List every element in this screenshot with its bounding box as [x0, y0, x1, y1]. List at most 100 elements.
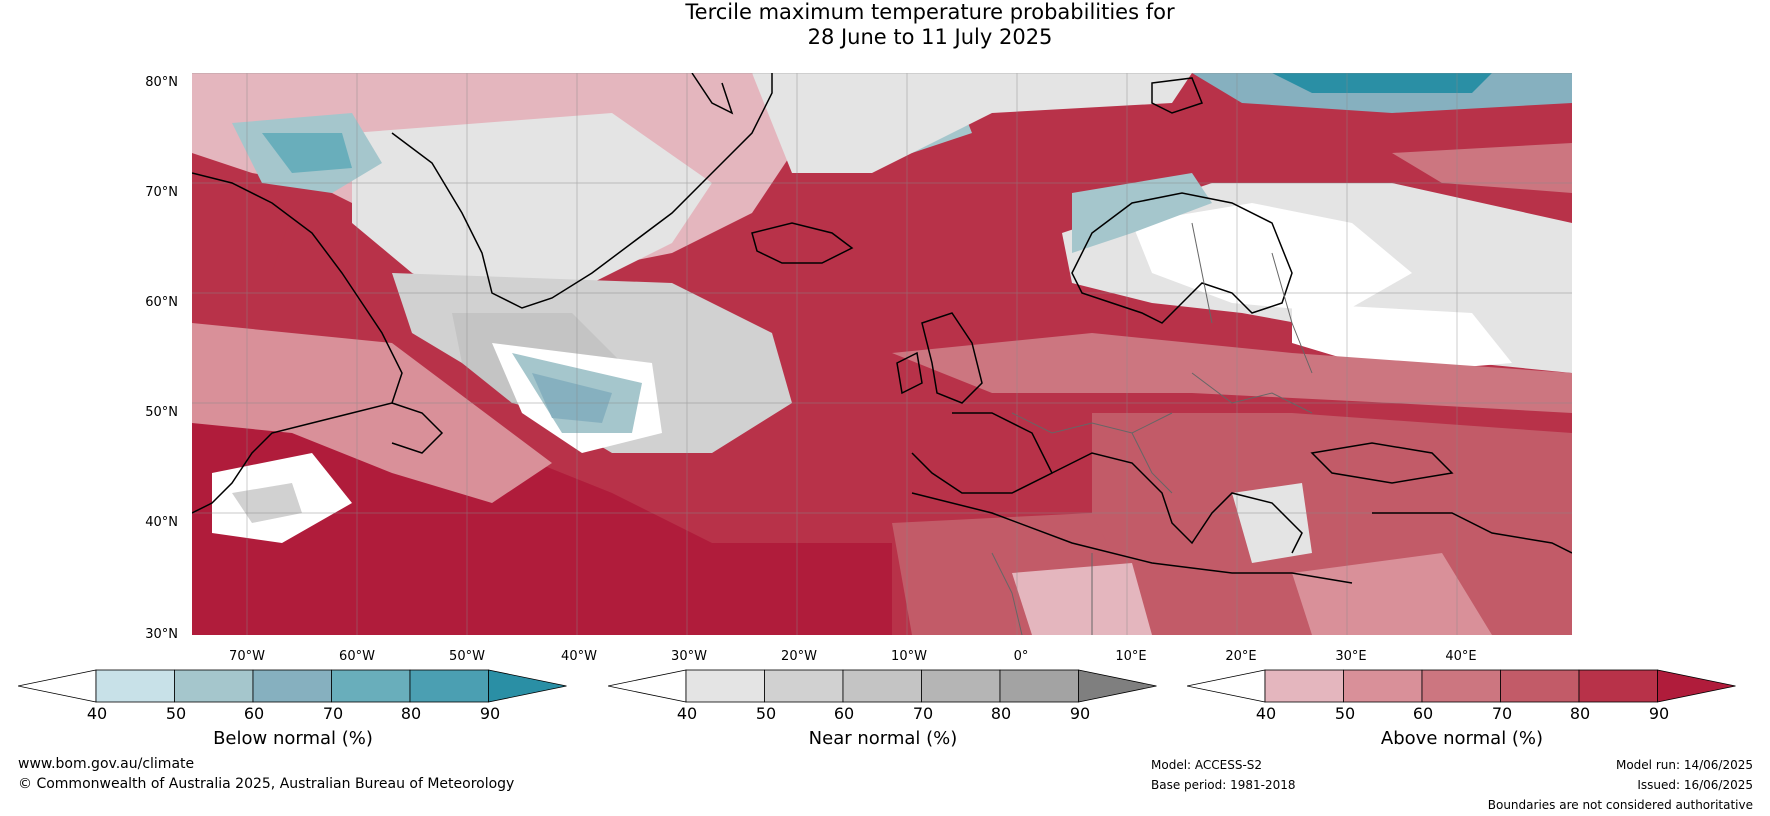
below-segment: [252, 669, 332, 703]
colorbar-near-tick: 80: [990, 704, 1012, 723]
colorbar-below-label: Below normal (%): [213, 728, 373, 749]
coast-north-africa: [911, 492, 1353, 584]
coast-svalbard: [1151, 77, 1203, 114]
region-blue-baffin-core: [262, 133, 352, 173]
lon-label-30w: 30°W: [671, 649, 707, 664]
colorbar-near-tick: 50: [755, 704, 777, 723]
below-extend-max: [488, 669, 567, 703]
title-line-2: 28 June to 11 July 2025: [807, 25, 1053, 49]
near-segment: [842, 669, 922, 703]
lon-label-10e: 10°E: [1115, 649, 1147, 664]
colorbar-below-svg: [17, 669, 567, 703]
below-segment: [409, 669, 489, 703]
colorbar-above-tick: 40: [1255, 704, 1277, 723]
lon-label-20w: 20°W: [781, 649, 817, 664]
colorbar-below-tick: 60: [243, 704, 265, 723]
coast-italy-balkans: [1051, 452, 1303, 554]
colorbar-above-tick: 80: [1569, 704, 1591, 723]
above-segment: [1500, 669, 1580, 703]
colorbar-near-tick: 40: [676, 704, 698, 723]
colorbar-near: [607, 668, 1158, 704]
colorbar-above-tick: 50: [1334, 704, 1356, 723]
footer-base-period: Base period: 1981-2018: [1151, 778, 1296, 792]
footer-issued: Issued: 16/06/2025: [1637, 778, 1753, 792]
lon-label-40e: 40°E: [1445, 649, 1477, 664]
colorbar-above-svg: [1186, 669, 1736, 703]
colorbar-below-tick: 50: [165, 704, 187, 723]
colorbar-near-tick: 70: [912, 704, 934, 723]
footer-website: www.bom.gov.au/climate: [18, 756, 195, 772]
colorbar-near-label: Near normal (%): [808, 728, 958, 749]
colorbar-near-svg: [607, 669, 1157, 703]
near-segment: [921, 669, 1001, 703]
above-extend-min: [1186, 669, 1266, 703]
near-extend-min: [607, 669, 687, 703]
near-segment: [764, 669, 844, 703]
below-segment: [331, 669, 411, 703]
colorbar-below-tick: 80: [400, 704, 422, 723]
colorbar-below-ticks: 40 50 60 70 80 90: [18, 704, 568, 726]
country-borders: [991, 222, 1313, 635]
below-segment: [174, 669, 254, 703]
near-segment: [685, 669, 765, 703]
coast-iceland: [751, 222, 854, 264]
coast-canada: [192, 172, 403, 514]
below-segment: [95, 669, 175, 703]
above-segment: [1264, 669, 1344, 703]
region-pink-egypt: [1292, 553, 1492, 635]
lon-label-30e: 30°E: [1335, 649, 1367, 664]
lon-label-50w: 50°W: [449, 649, 485, 664]
coast-ireland: [896, 351, 923, 395]
lat-label-40n: 40°N: [145, 515, 178, 530]
colorbar-below-tick: 90: [479, 704, 501, 723]
coast-turkey: [1372, 512, 1572, 554]
lon-label-20e: 20°E: [1225, 649, 1257, 664]
above-extend-max: [1657, 669, 1736, 703]
colorbar-near-tick: 90: [1069, 704, 1091, 723]
coast-black-sea: [1310, 442, 1454, 484]
near-segment: [999, 669, 1079, 703]
below-extend-min: [17, 669, 97, 703]
coast-greenland: [391, 73, 773, 309]
region-pink-north-russia: [1392, 143, 1572, 193]
region-blue-barents-core: [1272, 73, 1492, 93]
region-blue-norway-coast: [1072, 173, 1212, 253]
coast-great-britain: [921, 312, 983, 404]
lon-label-10w: 10°W: [891, 649, 927, 664]
colorbar-near-ticks: 40 50 60 70 80 90: [608, 704, 1158, 726]
map-title: Tercile maximum temperature probabilitie…: [0, 0, 1770, 50]
colorbar-above-tick: 60: [1412, 704, 1434, 723]
probability-map: [192, 73, 1572, 635]
region-pink-europe: [892, 333, 1572, 413]
colorbar-below-tick: 40: [86, 704, 108, 723]
colorbar-above: [1186, 668, 1737, 704]
lat-label-80n: 80°N: [145, 75, 178, 90]
region-pink-morocco: [1012, 563, 1152, 635]
footer-copyright: © Commonwealth of Australia 2025, Austra…: [18, 776, 515, 792]
above-segment: [1578, 669, 1658, 703]
region-pink-labrador: [192, 323, 552, 503]
region-gray-baffin: [352, 113, 712, 313]
region-gray-greece: [1232, 483, 1312, 563]
footer-model: Model: ACCESS-S2: [1151, 758, 1263, 772]
colorbar-above-ticks: 40 50 60 70 80 90: [1187, 704, 1737, 726]
coast-greenland-north: [691, 73, 734, 115]
map-canvas: [192, 73, 1572, 635]
lon-label-40w: 40°W: [561, 649, 597, 664]
above-segment: [1421, 669, 1501, 703]
coast-newfoundland: [391, 402, 444, 454]
colorbar-below-tick: 70: [322, 704, 344, 723]
region-white-finland: [1132, 203, 1412, 313]
colorbar-above-label: Above normal (%): [1380, 728, 1544, 749]
lat-label-60n: 60°N: [145, 295, 178, 310]
coast-scandinavia: [1071, 192, 1293, 324]
coast-iberia: [911, 412, 1054, 494]
lon-label-60w: 60°W: [339, 649, 375, 664]
lon-label-70w: 70°W: [229, 649, 265, 664]
title-line-1: Tercile maximum temperature probabilitie…: [685, 0, 1175, 24]
colorbar-above-tick: 70: [1491, 704, 1513, 723]
colorbar-above-tick: 90: [1648, 704, 1670, 723]
colorbar-near-tick: 60: [833, 704, 855, 723]
region-gray-fram-strait: [752, 73, 1192, 173]
lon-label-0: 0°: [1013, 649, 1029, 664]
